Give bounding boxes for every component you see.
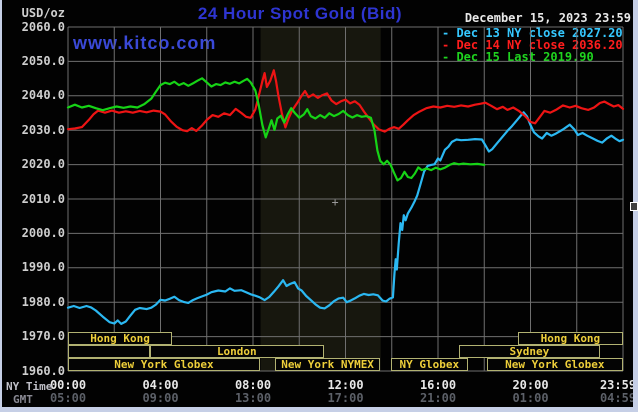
price-line-0 <box>66 111 625 325</box>
x-tick-label-gmt: 17:00 <box>327 391 364 405</box>
x-axis-row-label-gmt: GMT <box>13 393 33 406</box>
legend-row-1: - Dec 14 NY close 2036.20 <box>442 38 623 52</box>
x-tick-label-ny: 16:00 <box>419 378 457 392</box>
session-box-ny-globex: NY Globex <box>390 358 469 371</box>
session-box-unlabeled <box>68 345 151 358</box>
y-tick-label: 2050.0 <box>21 53 65 68</box>
session-box-sydney: Sydney <box>458 345 600 358</box>
x-tick-label-gmt: 21:00 <box>419 391 457 405</box>
x-axis-row-label-ny-time: NY Time <box>6 380 53 393</box>
chart-datetime: December 15, 2023 23:59 <box>464 11 631 25</box>
y-tick-label: 2040.0 <box>21 88 65 103</box>
y-tick-label: 2030.0 <box>21 122 65 137</box>
y-tick-label: 1970.0 <box>21 329 65 344</box>
legend-row-2: - Dec 15 Last 2019.90 <box>442 50 594 64</box>
x-tick-label-gmt: 05:00 <box>49 391 87 405</box>
crosshair-marker <box>332 199 339 206</box>
session-box-hong-kong: Hong Kong <box>68 332 173 345</box>
resize-handle[interactable] <box>630 202 638 211</box>
session-box-new-york-globex: New York Globex <box>486 358 623 371</box>
price-line-1 <box>66 69 625 133</box>
y-tick-label: 2010.0 <box>21 191 65 206</box>
x-tick-label-ny: 04:00 <box>142 378 179 392</box>
session-box-hong-kong: Hong Kong <box>517 332 623 345</box>
y-tick-label: 1960.0 <box>21 363 65 378</box>
y-tick-label: 2020.0 <box>21 157 65 172</box>
x-tick-label-gmt: 01:00 <box>512 391 549 405</box>
bottom-border-strip <box>0 407 638 412</box>
x-tick-label-ny: 20:00 <box>512 378 549 392</box>
kitco-watermark-link[interactable]: www.kitco.com <box>73 33 217 53</box>
session-box-london: London <box>150 345 324 358</box>
x-tick-label-ny: 08:00 <box>234 378 272 392</box>
y-tick-label: 2000.0 <box>21 225 65 240</box>
x-tick-label-ny: 12:00 <box>327 378 364 392</box>
session-box-new-york-nymex: New York NYMEX <box>274 358 381 371</box>
y-tick-label: 1990.0 <box>21 260 65 275</box>
legend: - Dec 13 NY close 2027.20- Dec 14 NY clo… <box>442 27 623 63</box>
x-tick-label-gmt: 04:59 <box>599 391 637 405</box>
x-tick-label-ny: 23:59 <box>599 378 637 392</box>
y-tick-label: 1980.0 <box>21 294 65 309</box>
x-tick-label-gmt: 09:00 <box>142 391 179 405</box>
x-tick-label-ny: 00:00 <box>49 378 87 392</box>
session-box-new-york-globex: New York Globex <box>68 358 260 371</box>
x-tick-label-gmt: 13:00 <box>234 391 272 405</box>
y-tick-label: 2060.0 <box>21 19 65 34</box>
price-line-2 <box>66 77 486 182</box>
page-title: 24 Hour Spot Gold (Bid) <box>197 4 403 23</box>
left-border-strip <box>0 0 2 412</box>
y-axis-unit-label: USD/oz <box>21 6 65 20</box>
legend-row-0: - Dec 13 NY close 2027.20 <box>442 26 623 40</box>
